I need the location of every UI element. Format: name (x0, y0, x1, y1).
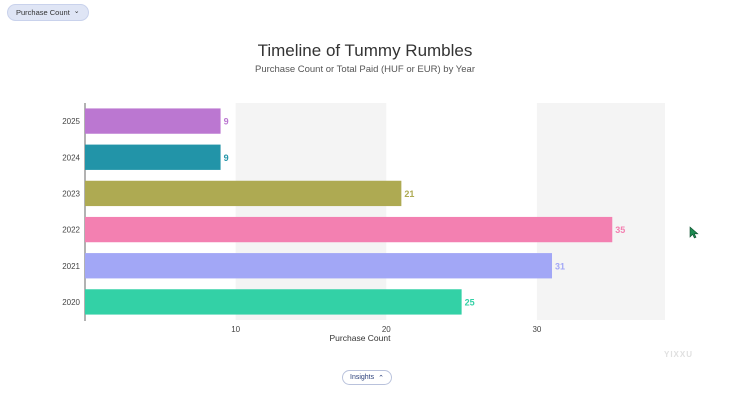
x-tick-label-10: 10 (231, 325, 240, 334)
y-tick-label-2023: 2023 (62, 189, 80, 198)
x-tick-label-30: 30 (532, 325, 541, 334)
chart-title: Timeline of Tummy Rumbles (257, 41, 473, 60)
data-label-2024: 9 (224, 153, 229, 163)
y-tick-label-2025: 2025 (62, 117, 80, 126)
metric-dropdown-label: Purchase Count (16, 8, 70, 17)
watermark: YIXXU (664, 350, 694, 359)
bar-2021 (85, 253, 553, 279)
data-label-2022: 35 (615, 225, 625, 235)
y-tick-label-2020: 2020 (62, 298, 80, 307)
grid-band (235, 103, 387, 320)
y-tick-label-2022: 2022 (62, 226, 80, 235)
x-axis-title: Purchase Count (330, 333, 392, 343)
bar-2022 (85, 216, 613, 243)
insights-label: Insights (350, 374, 375, 381)
bar-2024 (85, 144, 221, 170)
data-label-2020: 25 (465, 297, 475, 307)
chart-subtitle: Purchase Count or Total Paid (HUF or EUR… (254, 64, 475, 75)
chevron-down-icon: ⌄ (73, 8, 80, 15)
bar-2025 (85, 108, 221, 134)
data-label-2025: 9 (224, 117, 229, 127)
grid-band (536, 103, 665, 320)
metric-dropdown[interactable]: Purchase Count ⌄ (7, 4, 89, 21)
y-tick-label-2021: 2021 (62, 262, 80, 271)
data-label-2021: 31 (555, 261, 565, 271)
insights-button[interactable]: Insights ⌃ (342, 370, 392, 385)
cursor-icon (689, 226, 699, 239)
bar-2023 (85, 180, 402, 207)
chevron-up-icon: ⌃ (378, 374, 384, 382)
y-tick-label-2024: 2024 (62, 153, 80, 162)
bar-2020 (85, 289, 462, 315)
data-label-2023: 21 (404, 189, 414, 199)
x-tick-label-20: 20 (382, 325, 391, 334)
